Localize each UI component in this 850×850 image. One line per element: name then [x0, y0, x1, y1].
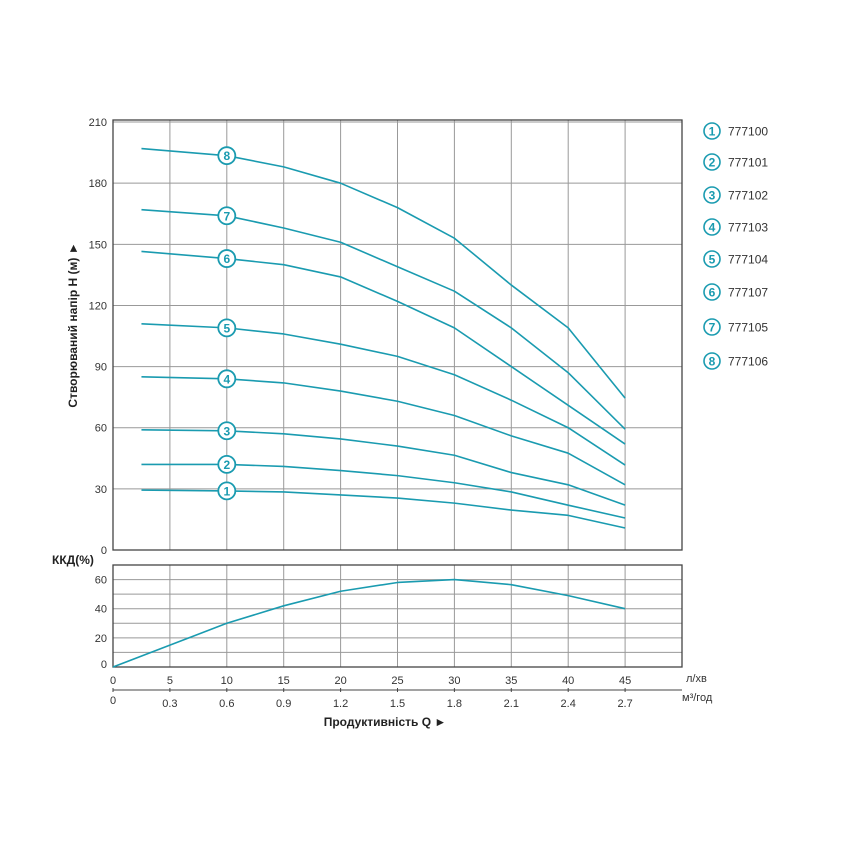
x-tick-label-m3h: 1.8: [447, 698, 462, 710]
curve-marker-label: 4: [223, 372, 230, 386]
legend-marker-number: 1: [709, 125, 716, 139]
curve-marker-label: 6: [223, 252, 230, 266]
legend-marker-number: 4: [709, 221, 716, 235]
legend-marker-number: 5: [709, 253, 716, 267]
x-tick-label-lpm: 10: [221, 675, 233, 687]
curve-marker-label: 7: [223, 209, 230, 223]
y-axis-label: Створюваний напір H (м) ►: [66, 242, 80, 407]
curve-marker: [217, 421, 237, 441]
x-tick-label-m3h: 1.2: [333, 698, 348, 710]
x-tick-label-m3h: 2.7: [617, 698, 632, 710]
y-tick-label: 0: [101, 545, 107, 557]
y-tick-label: 90: [95, 362, 107, 374]
x-tick-label-lpm: 25: [391, 675, 403, 687]
x-tick-label-lpm: 15: [278, 675, 290, 687]
legend-label: 777102: [728, 189, 768, 203]
legend-label: 777107: [728, 286, 768, 300]
y-tick-label: 20: [95, 633, 107, 645]
x-tick-label-m3h: 0: [110, 695, 116, 707]
legend-marker: [703, 283, 721, 301]
legend-marker: [703, 352, 721, 370]
x-tick-label-m3h: 0.3: [162, 698, 177, 710]
x-tick-label-m3h: 0.6: [219, 698, 234, 710]
x-tick-label-lpm: 0: [110, 675, 116, 687]
x-tick-label-m3h: 2.1: [504, 698, 519, 710]
x-tick-label-m3h: 2.4: [561, 698, 576, 710]
curve-6: [141, 250, 626, 445]
x-unit-lpm: л/хв: [686, 673, 707, 685]
curve-marker: [217, 146, 237, 166]
y-tick-label: 0: [101, 659, 107, 671]
curve-marker-label: 1: [223, 484, 230, 498]
legend-marker: [703, 218, 721, 236]
curve-marker: [217, 206, 237, 226]
curve-marker-label: 3: [223, 424, 230, 438]
efficiency-curve: [112, 578, 626, 668]
legend-marker-number: 2: [709, 156, 716, 170]
y-tick-label: 180: [89, 178, 107, 190]
curve-marker: [217, 249, 237, 268]
curve-marker-label: 8: [223, 149, 230, 163]
legend-marker: [703, 318, 721, 336]
x-tick-label-m3h: 0.9: [276, 698, 291, 710]
x-tick-label-lpm: 30: [448, 675, 460, 687]
curve-5: [141, 322, 626, 466]
legend-marker: [703, 186, 721, 204]
curve-8: [141, 147, 626, 399]
legend-label: 777103: [728, 221, 768, 235]
y-tick-label: 120: [89, 300, 107, 312]
y-tick-label: 30: [95, 484, 107, 496]
legend-label: 777100: [728, 125, 768, 139]
legend-marker-number: 7: [709, 321, 716, 335]
legend-marker: [703, 122, 721, 140]
y-tick-label: 60: [95, 423, 107, 435]
curve-marker-label: 2: [223, 458, 230, 472]
curve-marker: [217, 455, 237, 474]
curve-marker: [217, 481, 237, 501]
curve-marker: [217, 318, 237, 338]
y-tick-label: 40: [95, 604, 107, 616]
y-tick-label: 150: [89, 239, 107, 251]
x-tick-label-lpm: 20: [334, 675, 346, 687]
legend-marker-number: 6: [709, 286, 716, 300]
y-tick-label: 210: [89, 117, 107, 129]
legend-label: 777104: [728, 253, 768, 267]
curve-1: [141, 489, 626, 529]
x-unit-m3h: м³/год: [682, 692, 713, 704]
plot-frame: [112, 119, 683, 551]
legend-marker-number: 3: [709, 189, 716, 203]
x-axis-label: Продуктивність Q ►: [324, 715, 447, 729]
curve-3: [141, 428, 626, 506]
x-tick-label-lpm: 40: [562, 675, 574, 687]
x-tick-label-m3h: 1.5: [390, 698, 405, 710]
x-tick-label-lpm: 45: [619, 675, 631, 687]
legend-marker-number: 8: [709, 355, 716, 369]
x-tick-label-lpm: 5: [167, 675, 173, 687]
legend-marker: [703, 153, 721, 171]
curve-7: [141, 208, 626, 430]
curve-4: [141, 375, 626, 486]
x-tick-label-lpm: 35: [505, 675, 517, 687]
plot-frame: [112, 564, 683, 668]
efficiency-axis-label: ККД(%): [52, 553, 94, 567]
curve-marker-label: 5: [223, 321, 230, 335]
y-tick-label: 60: [95, 575, 107, 587]
legend-label: 777106: [728, 355, 768, 369]
legend-label: 777105: [728, 321, 768, 335]
curve-marker: [217, 369, 237, 389]
legend-marker: [703, 250, 721, 268]
legend-label: 777101: [728, 156, 768, 170]
curve-2: [141, 463, 626, 519]
